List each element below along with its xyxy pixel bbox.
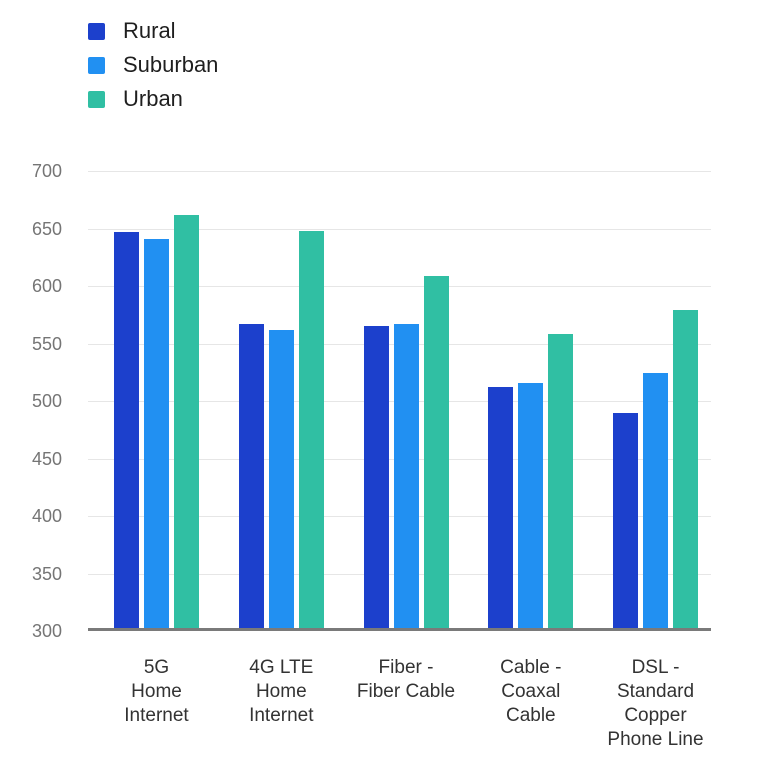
x-axis-label-3: Cable - Coaxal Cable (500, 657, 562, 726)
y-tick-label-350: 350 (31, 563, 62, 584)
bar-rural-3 (488, 387, 514, 631)
bar-urban-4 (673, 310, 698, 631)
bar-suburban-0 (144, 238, 169, 631)
y-tick-label-600: 600 (31, 276, 62, 296)
x-axis-label-2: Fiber - Fiber Cable (356, 657, 456, 702)
legend-label-rural: Rural (123, 18, 176, 43)
legend-item-suburban: Suburban (88, 48, 218, 82)
bar-suburban-1 (268, 329, 294, 631)
bar-urban-3 (548, 334, 574, 631)
bar-rural-1 (238, 323, 264, 631)
chart-legend: Rural Suburban Urban (88, 14, 218, 116)
x-axis-label-4: DSL - Standard Copper Phone Line (607, 657, 704, 750)
legend-swatch-urban (88, 90, 105, 108)
x-axis-label-1: 4G LTE Home Internet (249, 657, 314, 726)
x-axis-label-0: 5G Home Internet (124, 657, 189, 726)
y-tick-label-450: 450 (31, 448, 62, 469)
legend-item-rural: Rural (88, 14, 218, 48)
bar-urban-1 (298, 230, 324, 631)
bar-suburban-2 (393, 323, 419, 631)
legend-item-urban: Urban (88, 82, 218, 116)
legend-label-suburban: Suburban (123, 52, 219, 77)
y-tick-label-300: 300 (31, 621, 62, 641)
y-tick-label-650: 650 (31, 218, 62, 239)
legend-swatch-rural (88, 22, 105, 40)
bar-suburban-4 (643, 373, 668, 631)
y-tick-label-700: 700 (31, 161, 62, 181)
y-tick-label-400: 400 (31, 506, 62, 526)
gridline-600 (88, 286, 711, 287)
legend-swatch-suburban (88, 56, 105, 74)
legend-label-urban: Urban (123, 86, 183, 111)
bar-rural-4 (613, 412, 638, 631)
bar-suburban-3 (518, 382, 544, 631)
bar-urban-0 (174, 214, 199, 631)
gridline-650 (88, 228, 711, 230)
y-tick-label-550: 550 (31, 333, 62, 354)
bar-urban-2 (423, 275, 449, 631)
y-tick-label-500: 500 (31, 391, 62, 411)
bar-rural-2 (363, 326, 389, 631)
plot-area (88, 171, 711, 631)
gridline-700 (88, 171, 711, 172)
x-axis-line (88, 628, 711, 631)
bar-rural-0 (114, 231, 139, 631)
